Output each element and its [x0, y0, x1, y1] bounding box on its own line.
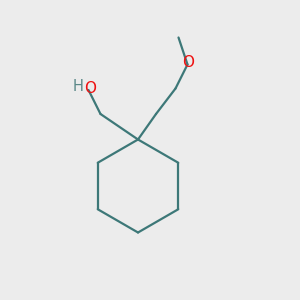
Text: O: O — [84, 81, 96, 96]
Text: O: O — [182, 55, 194, 70]
Text: H: H — [73, 79, 83, 94]
